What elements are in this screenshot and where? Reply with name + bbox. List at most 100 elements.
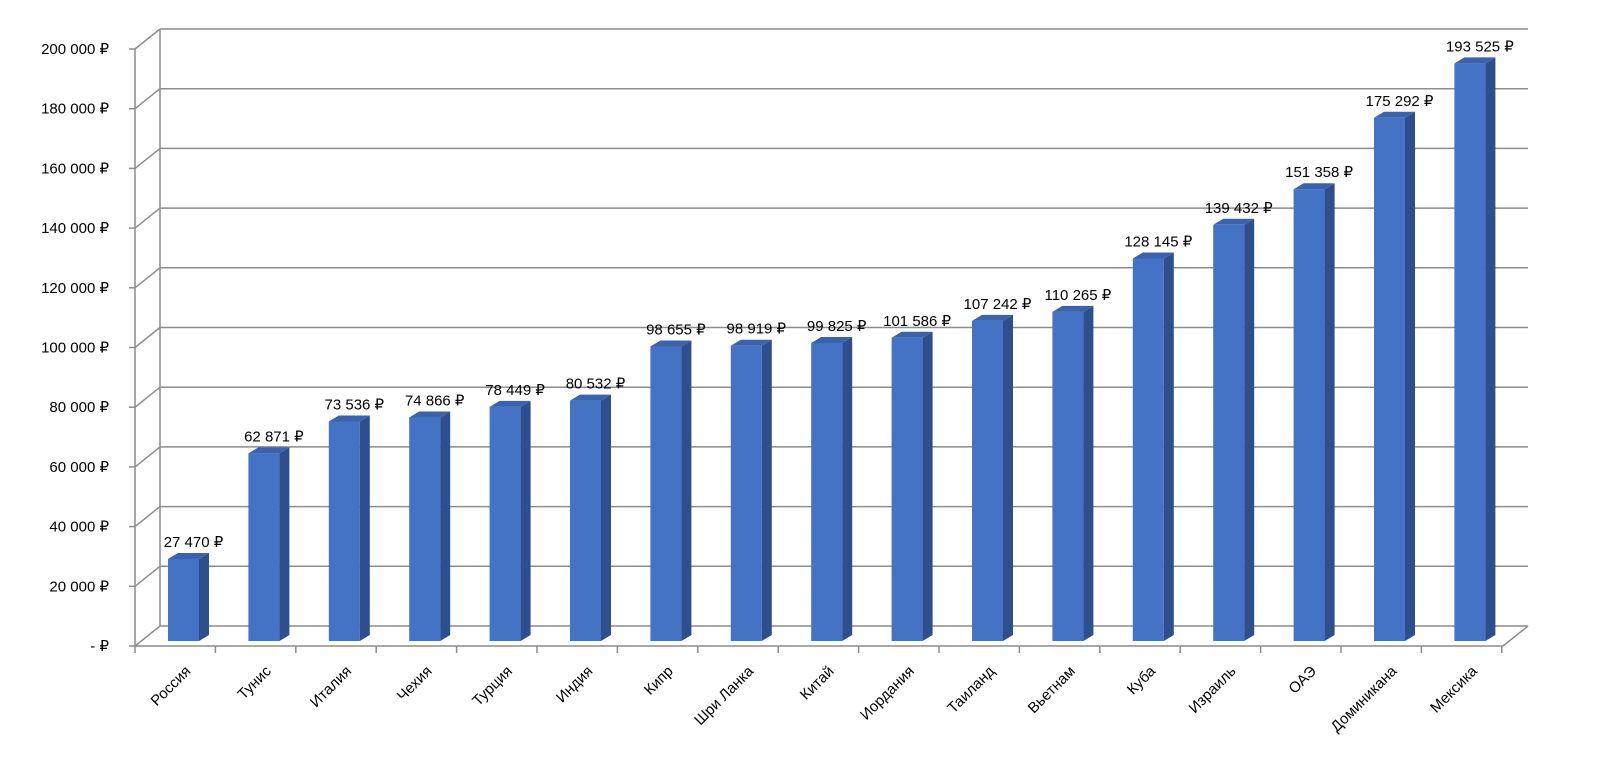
x-tick-label: Индия	[553, 663, 596, 706]
y-tick-label: 60 000 ₽	[49, 459, 109, 476]
bar	[1213, 224, 1245, 642]
gridline-diagonal	[134, 326, 161, 349]
data-label: 175 292 ₽	[1366, 93, 1434, 110]
bar-top	[570, 394, 611, 401]
y-tick-label: 20 000 ₽	[49, 578, 109, 595]
bar-side	[1003, 314, 1013, 641]
bar-side	[922, 331, 933, 641]
x-tick-label: Шри Ланка	[691, 662, 757, 728]
bar-side	[1163, 252, 1174, 641]
data-label: 78 449 ₽	[485, 382, 545, 399]
x-tick-label: Китай	[797, 663, 838, 704]
bar-side	[681, 340, 692, 641]
x-tick-label: Израиль	[1186, 663, 1240, 717]
data-label: 62 871 ₽	[244, 428, 304, 445]
gridline-diagonal	[134, 207, 161, 229]
gridline-diagonal	[134, 28, 161, 50]
y-tick-label: 80 000 ₽	[49, 399, 109, 416]
bar-top	[328, 415, 370, 422]
y-tick-label: 160 000 ₽	[41, 160, 109, 177]
gridline-diagonal	[134, 386, 161, 408]
data-label: 80 532 ₽	[566, 376, 626, 393]
bar-side	[520, 400, 531, 641]
bar-top	[248, 447, 290, 454]
bar-top	[409, 411, 451, 418]
bar-top	[1454, 57, 1496, 64]
bar-side	[1405, 111, 1415, 642]
bar-top	[1213, 218, 1255, 225]
bar-top	[811, 337, 853, 344]
gridline-diagonal	[134, 506, 161, 528]
bar-top	[489, 400, 531, 407]
gridline-diagonal	[134, 565, 161, 587]
bar	[1052, 311, 1084, 641]
y-tick-label: 120 000 ₽	[41, 280, 109, 297]
bar-top	[730, 339, 772, 346]
bar	[328, 421, 360, 641]
x-tick-label: Россия	[148, 663, 195, 710]
bar-side	[1324, 183, 1335, 642]
bar	[1293, 189, 1325, 642]
bar	[489, 406, 521, 641]
data-label: 74 866 ₽	[405, 393, 465, 410]
gridline-diagonal	[134, 446, 161, 468]
data-label: 98 655 ₽	[646, 322, 706, 339]
bar	[168, 559, 199, 641]
bar-top	[168, 553, 209, 560]
bar-top	[891, 331, 933, 338]
data-label: 99 825 ₽	[807, 318, 867, 335]
x-tick-label: Иордания	[857, 663, 918, 724]
bar-top	[972, 314, 1013, 321]
floor-edge	[135, 625, 1529, 647]
bar	[891, 337, 923, 641]
bar-side	[279, 447, 290, 641]
bar-top	[1052, 305, 1094, 312]
bar	[730, 345, 762, 641]
x-tick-label: Таиланд	[944, 663, 998, 717]
data-label: 98 919 ₽	[727, 321, 787, 338]
bar	[248, 453, 280, 641]
x-tick-label: Кипр	[641, 663, 677, 699]
bar-side	[359, 415, 370, 641]
bar-top	[1374, 111, 1415, 118]
bar-side	[1485, 57, 1496, 641]
bar-side	[1083, 305, 1094, 641]
gridline-diagonal	[134, 88, 161, 110]
bar	[409, 417, 441, 641]
y-tick-label: 200 000 ₽	[41, 41, 109, 58]
data-label: 73 536 ₽	[325, 396, 385, 413]
bar-top	[650, 340, 692, 347]
x-tick-label: ОАЭ	[1285, 663, 1320, 698]
x-tick-label: Куба	[1124, 662, 1160, 698]
data-label: 27 470 ₽	[164, 534, 224, 551]
bar-side	[440, 411, 451, 641]
bar-top	[1132, 252, 1174, 259]
x-tick-label: Вьетнам	[1025, 663, 1079, 717]
bar-side	[601, 394, 611, 641]
y-tick-label: 140 000 ₽	[41, 220, 109, 237]
data-label: 110 265 ₽	[1044, 287, 1111, 304]
gridline-diagonal	[134, 625, 161, 647]
data-label: 107 242 ₽	[964, 296, 1032, 313]
x-tick-label: Турция	[469, 663, 516, 710]
bar	[650, 346, 682, 641]
x-tick-label: Мексика	[1427, 662, 1481, 716]
x-tick-label: Доминикана	[1328, 662, 1401, 735]
bar-top	[1293, 183, 1335, 190]
y-tick-label: 180 000 ₽	[41, 101, 109, 118]
bar-side	[761, 339, 772, 641]
data-label: 128 145 ₽	[1124, 233, 1192, 250]
y-tick-label: 40 000 ₽	[49, 519, 109, 536]
bar	[570, 400, 601, 641]
gridline-diagonal	[134, 147, 161, 169]
bar-side	[842, 337, 853, 641]
data-label: 139 432 ₽	[1205, 200, 1273, 217]
bar-side	[1244, 218, 1255, 642]
bar	[811, 343, 843, 641]
bar	[1374, 117, 1405, 642]
data-label: 193 525 ₽	[1446, 38, 1514, 55]
x-tick-label: Италия	[307, 663, 355, 711]
data-label: 101 586 ₽	[883, 313, 951, 330]
